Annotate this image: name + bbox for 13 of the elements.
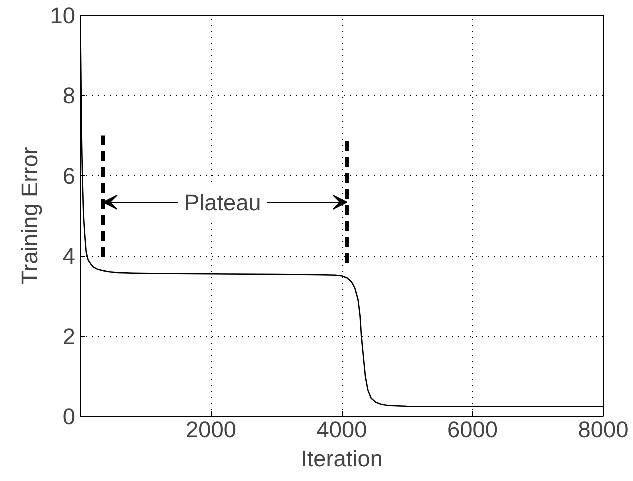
x-axis-title: Iteration <box>301 446 383 472</box>
x-tick-label: 4000 <box>316 416 368 442</box>
x-tick-label: 8000 <box>578 416 629 442</box>
x-tick-label: 2000 <box>186 416 236 442</box>
y-tick-label: 2 <box>62 323 76 350</box>
y-tick-label: 4 <box>62 243 76 270</box>
y-axis-title: Training Error <box>16 146 42 285</box>
annotation: Plateau <box>184 189 262 216</box>
y-tick-label: 10 <box>50 2 76 28</box>
y-tick-label: 6 <box>62 162 76 189</box>
x-tick-label: 6000 <box>448 416 498 442</box>
y-tick-label: 0 <box>62 404 76 430</box>
y-tick-label: 8 <box>62 82 76 109</box>
